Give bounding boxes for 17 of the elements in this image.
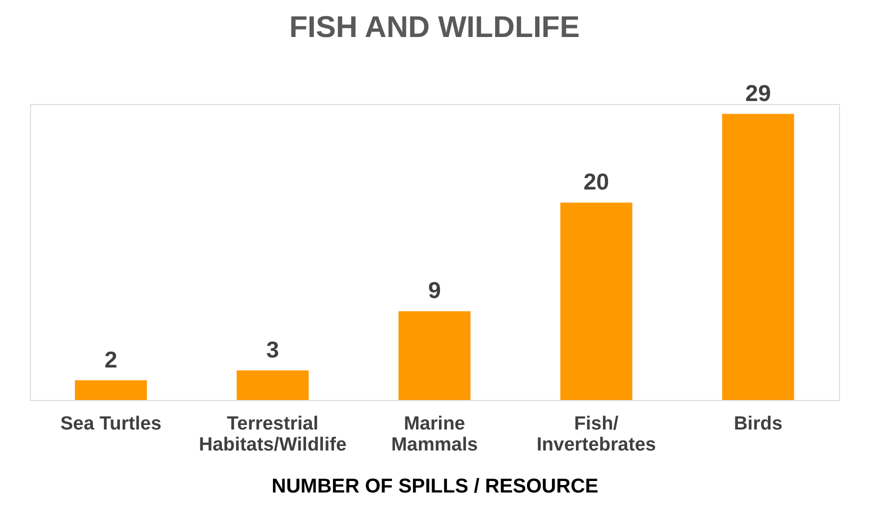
- bar: [236, 370, 309, 400]
- x-tick-label: Fish/ Invertebrates: [536, 414, 656, 456]
- data-label: 2: [104, 346, 118, 372]
- x-axis-title: NUMBER OF SPILLS / RESOURCE: [272, 476, 598, 498]
- bar: [560, 202, 632, 400]
- data-label: 9: [428, 277, 441, 304]
- bar: [722, 114, 794, 400]
- x-tick-label: Sea Turtles: [60, 414, 162, 434]
- bar: [398, 311, 470, 400]
- data-label: 29: [745, 80, 771, 106]
- x-tick-label: Terrestrial Habitats/Wildlife: [198, 414, 347, 456]
- data-label: 3: [266, 336, 280, 362]
- bar: [74, 380, 147, 400]
- data-label: 20: [584, 168, 610, 195]
- chart-title: FISH AND WILDLIFE: [289, 10, 580, 44]
- x-tick-label: Birds: [734, 414, 782, 434]
- x-tick-label: Marine Mammals: [391, 414, 478, 456]
